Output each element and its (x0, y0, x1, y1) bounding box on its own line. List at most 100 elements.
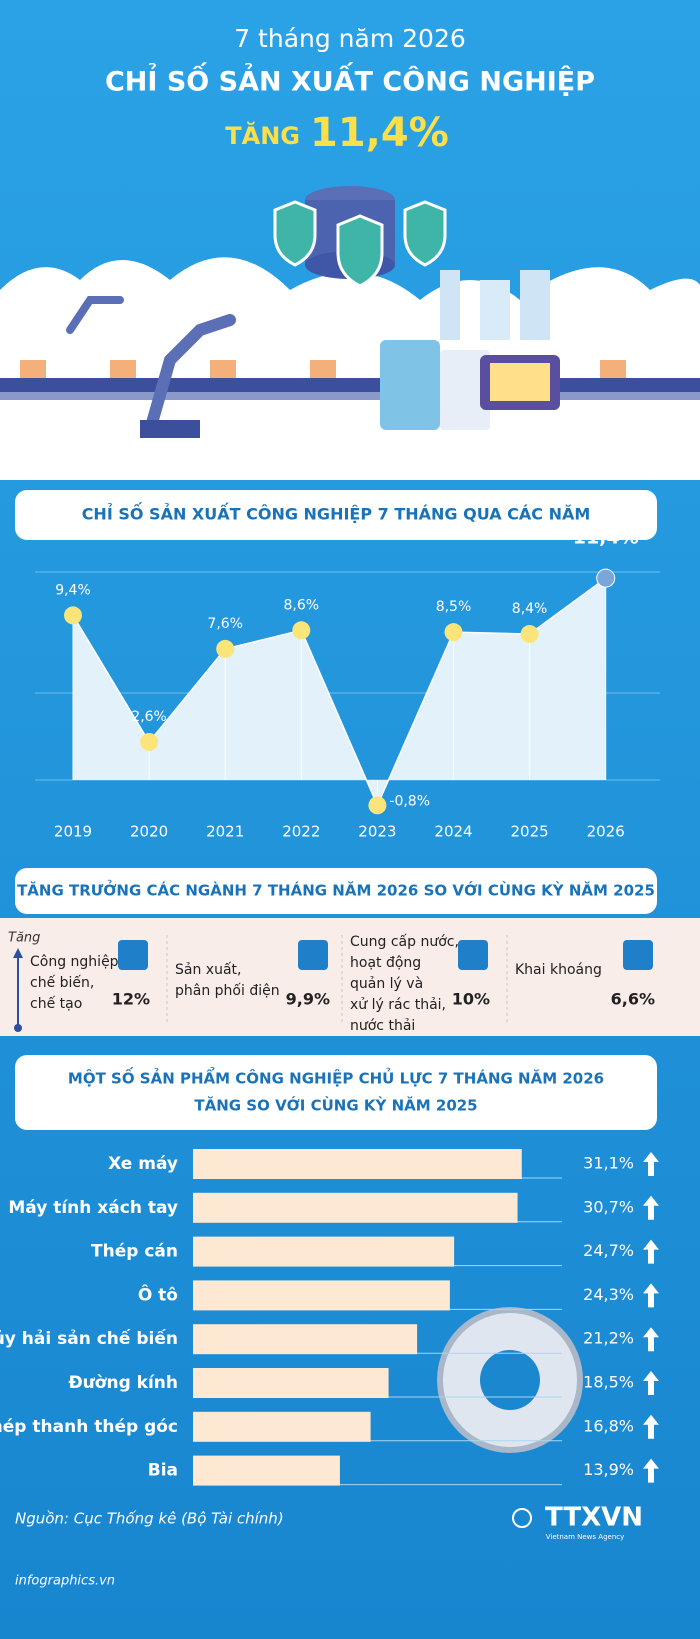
sector-icon (458, 940, 488, 970)
sector-value: 12% (112, 990, 150, 1009)
point (64, 606, 82, 625)
sector-icon (118, 940, 148, 970)
banner (15, 490, 657, 540)
value-label: 30,7% (583, 1197, 634, 1216)
increase-value: 11,4% (310, 110, 449, 156)
bar (193, 1411, 371, 1442)
sector-name: chế tạo (30, 995, 82, 1012)
site: infographics.vn (15, 1574, 115, 1589)
bar-chart: Xe máy 31,1% Máy tính xách tay 30,7% Thép cá… (0, 1149, 659, 1486)
point (140, 732, 159, 751)
sector-name: quản lý và (350, 976, 423, 992)
area (73, 578, 606, 806)
axis-arrow-head (13, 948, 23, 958)
value-label: 18,5% (583, 1373, 634, 1392)
bar (193, 1324, 418, 1355)
sector-name: Công nghiệp (30, 954, 119, 970)
bar (193, 1455, 340, 1486)
value-label: 8,4% (512, 601, 548, 617)
category-label: Thép thanh thép góc (0, 1417, 178, 1437)
value-label: 16,8% (583, 1416, 634, 1435)
chart-title: TĂNG SO VỚI CÙNG KỲ NĂM 2025 (194, 1096, 477, 1115)
bar (193, 1192, 518, 1223)
sector-value: 6,6% (611, 990, 655, 1009)
source: Nguồn: Cục Thống kê (Bộ Tài chính) (15, 1510, 284, 1528)
point (216, 639, 235, 658)
sector-name: Khai khoáng (515, 962, 602, 978)
agency-en: Vietnam News Agency (546, 1533, 625, 1541)
category-label: Xe máy (108, 1154, 178, 1174)
value-label: 21,2% (583, 1329, 634, 1348)
category-label: Đường kính (68, 1373, 178, 1393)
sectors-band (0, 918, 700, 1036)
chart-title: CHỈ SỐ SẢN XUẤT CÔNG NGHIỆP 7 THÁNG QUA … (82, 503, 591, 524)
value-label: 2,6% (131, 709, 167, 725)
category-label: Bia (148, 1461, 178, 1481)
header-title: CHỈ SỐ SẢN XUẤT CÔNG NGHIỆP (105, 62, 595, 98)
value-label: 24,3% (583, 1285, 634, 1304)
value-label: 8,5% (436, 599, 472, 615)
point (292, 621, 311, 640)
agency: TTXVN (545, 1503, 643, 1533)
x-tick-label: 2021 (206, 823, 244, 841)
value-label: 7,6% (207, 616, 243, 632)
up-arrow (643, 1283, 659, 1308)
category-label: Ô tô (138, 1283, 178, 1305)
sector-name: Sản xuất, (175, 962, 241, 978)
x-tick-label: 2019 (54, 823, 92, 841)
point (596, 568, 616, 588)
up-arrow (643, 1414, 659, 1439)
gear (437, 1307, 583, 1453)
x-tick-label: 2025 (511, 823, 549, 841)
category-label: Thép cán (91, 1242, 178, 1262)
value-label: 24,7% (583, 1241, 634, 1260)
sector-name: phân phối điện (175, 982, 280, 999)
illustration (0, 186, 700, 480)
bar (193, 1149, 522, 1179)
sectors-axis-label: Tăng (8, 931, 40, 946)
banner (15, 868, 657, 914)
sectors-title: TĂNG TRƯỞNG CÁC NGÀNH 7 THÁNG NĂM 2026 S… (17, 879, 655, 900)
line-chart: 9,4%20192,6%20207,6%20218,6%2022-0,8%202… (35, 527, 660, 841)
chart-title: MỘT SỐ SẢN PHẨM CÔNG NGHIỆP CHỦ LỰC 7 TH… (68, 1066, 604, 1088)
sector-name: xử lý rác thải, (350, 997, 446, 1013)
copyright-icon (512, 1508, 532, 1528)
sector-icon (298, 940, 328, 970)
point (444, 623, 463, 642)
up-arrow (643, 1239, 659, 1264)
x-tick-label: 2022 (282, 823, 320, 841)
sector-value: 9,9% (286, 990, 330, 1009)
category-label: Thủy hải sản chế biến (0, 1328, 178, 1349)
sector-name: hoạt động (350, 955, 421, 971)
sector-icon (623, 940, 653, 970)
value-label: 8,6% (284, 597, 320, 613)
value-label: 13,9% (583, 1460, 634, 1479)
up-arrow (643, 1152, 659, 1176)
line (72, 577, 607, 808)
sector-name: Cung cấp nước, (350, 934, 459, 950)
bar (193, 1368, 389, 1398)
sector-value: 10% (452, 990, 490, 1009)
value-label: 31,1% (583, 1154, 634, 1173)
sectors: Công nghiệp chế biến, chế tạo 12% Sản xuất, p… (30, 934, 655, 1034)
sector-name: nước thải (350, 1018, 415, 1034)
sector-name: chế biến, (30, 974, 94, 991)
x-tick-label: 2024 (434, 823, 472, 841)
up-arrow (643, 1458, 659, 1483)
x-tick-label: 2020 (130, 823, 168, 841)
axis-dot (14, 1024, 22, 1032)
x-tick-label: 2026 (587, 823, 625, 841)
value-label: -0,8% (389, 793, 430, 809)
increase-label: TĂNG (225, 120, 300, 150)
category-label: Máy tính xách tay (8, 1198, 178, 1218)
point (368, 796, 387, 815)
point (520, 625, 539, 644)
bar (193, 1280, 450, 1311)
value-label: 11,4% (573, 527, 639, 549)
banner (15, 1055, 657, 1130)
period: 7 tháng năm 2026 (234, 24, 466, 53)
up-arrow (643, 1371, 659, 1395)
value-label: 9,4% (55, 582, 91, 598)
up-arrow (643, 1327, 659, 1352)
